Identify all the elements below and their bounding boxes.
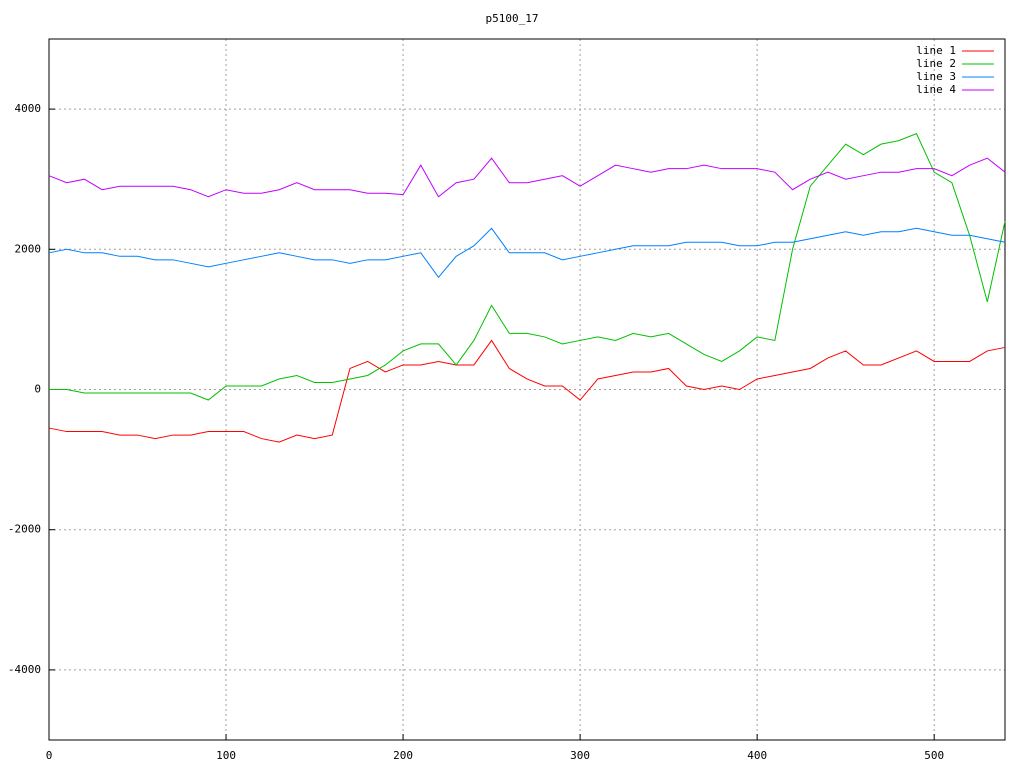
legend-label: line 4 (916, 83, 956, 96)
y-tick-label: 4000 (15, 102, 42, 115)
series-line (48, 339, 1006, 443)
legend-label: line 2 (916, 57, 956, 70)
series-line (48, 157, 1006, 198)
x-tick-label: 300 (570, 749, 590, 762)
series-line (49, 132, 1006, 401)
x-tick-label: 200 (393, 749, 413, 762)
y-tick-label: -2000 (8, 523, 41, 536)
y-tick-label: 0 (34, 383, 41, 396)
y-tick-label: -4000 (8, 663, 41, 676)
x-tick-label: 400 (747, 749, 767, 762)
x-tick-label: 100 (216, 749, 236, 762)
legend-label: line 3 (916, 70, 956, 83)
x-tick-label: 500 (924, 749, 944, 762)
legend-label: line 1 (916, 44, 956, 57)
y-tick-label: 2000 (15, 242, 42, 255)
x-tick-label: 0 (46, 749, 53, 762)
chart-title: p5100_17 (486, 12, 539, 25)
series-line (48, 227, 1006, 279)
